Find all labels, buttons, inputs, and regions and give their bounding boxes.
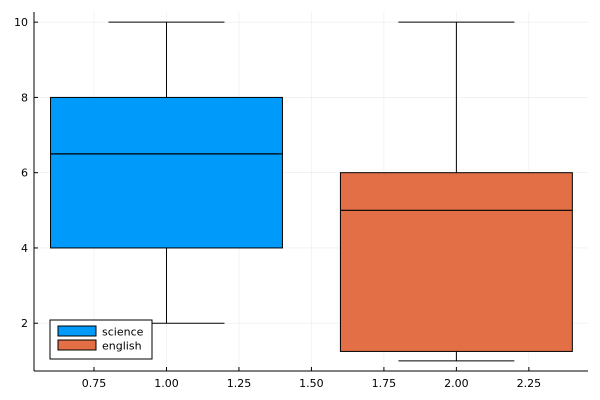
- y-tick-label: 4: [21, 242, 28, 255]
- x-tick-label: 1.75: [372, 377, 397, 390]
- x-tick-label: 1.25: [227, 377, 252, 390]
- y-tick-label: 6: [21, 167, 28, 180]
- x-tick-label: 1.50: [299, 377, 324, 390]
- y-tick-label: 8: [21, 91, 28, 104]
- box-body: [50, 96, 283, 249]
- y-tick-label: 10: [14, 16, 28, 29]
- box-science: [50, 21, 283, 324]
- box-body: [339, 172, 573, 352]
- axes: 0.75 1.00 1.25 1.50 1.75 2.00 2.25 2 4 6 8 10: [14, 12, 588, 390]
- x-tick-label: 2.25: [517, 377, 542, 390]
- legend-swatch-science: [57, 325, 97, 337]
- legend-swatch-english: [57, 339, 97, 351]
- y-tick-label: 2: [21, 317, 28, 330]
- legend: science english: [49, 319, 153, 360]
- box-english: [339, 21, 573, 362]
- legend-label-science: science: [102, 326, 144, 339]
- box-series: [50, 21, 573, 362]
- legend-label-english: english: [102, 340, 142, 353]
- x-tick-label: 0.75: [82, 377, 107, 390]
- x-tick-label: 1.00: [154, 377, 179, 390]
- x-tick-label: 2.00: [444, 377, 469, 390]
